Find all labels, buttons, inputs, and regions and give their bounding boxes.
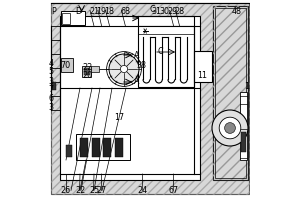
- Text: C: C: [158, 47, 164, 56]
- Bar: [84, 68, 90, 75]
- Text: 38: 38: [136, 62, 146, 71]
- Bar: [115, 138, 123, 157]
- Text: A: A: [134, 77, 140, 86]
- Text: 17: 17: [114, 112, 124, 121]
- Text: D: D: [75, 6, 82, 16]
- Circle shape: [212, 110, 248, 146]
- Circle shape: [109, 54, 139, 84]
- Bar: [62, 13, 70, 24]
- Text: 29: 29: [167, 6, 177, 16]
- Text: 7: 7: [49, 85, 54, 94]
- Bar: [91, 66, 99, 72]
- Text: 26: 26: [61, 186, 71, 195]
- Text: 18: 18: [105, 6, 115, 16]
- Bar: [66, 145, 72, 157]
- Bar: [61, 58, 73, 72]
- Bar: [52, 82, 56, 90]
- Text: 28: 28: [175, 6, 185, 16]
- Bar: [213, 6, 248, 180]
- Bar: [241, 132, 246, 152]
- Bar: [138, 26, 194, 87]
- Bar: [240, 92, 247, 160]
- Text: 68: 68: [120, 6, 130, 16]
- Text: 22: 22: [82, 64, 93, 72]
- Text: 19: 19: [97, 6, 107, 16]
- Bar: [213, 6, 248, 180]
- Circle shape: [219, 117, 241, 139]
- Text: A: A: [134, 51, 140, 60]
- Bar: [61, 11, 85, 25]
- Text: 70: 70: [60, 62, 70, 71]
- Bar: [82, 66, 91, 77]
- Text: 31: 31: [152, 6, 161, 16]
- Text: P: P: [51, 6, 56, 16]
- Text: 1: 1: [244, 82, 249, 90]
- Text: 3: 3: [49, 76, 54, 86]
- Bar: [92, 138, 100, 157]
- Text: C: C: [149, 5, 155, 15]
- Text: 25: 25: [89, 186, 99, 195]
- Text: 30: 30: [159, 6, 169, 16]
- Bar: [194, 51, 212, 82]
- Text: 3: 3: [49, 104, 54, 112]
- Text: 67: 67: [169, 186, 179, 195]
- Text: 20: 20: [82, 72, 93, 80]
- Text: 11: 11: [197, 72, 207, 80]
- Text: 6: 6: [49, 94, 54, 103]
- Text: 22: 22: [75, 186, 85, 195]
- Circle shape: [225, 123, 236, 133]
- Bar: [103, 138, 111, 157]
- Text: 21: 21: [89, 6, 99, 16]
- Bar: [60, 16, 200, 180]
- Bar: [76, 134, 130, 160]
- Circle shape: [120, 65, 128, 73]
- Text: 4: 4: [49, 60, 54, 68]
- Bar: [215, 8, 246, 178]
- Bar: [80, 138, 88, 157]
- Text: 24: 24: [137, 186, 148, 195]
- Text: 5: 5: [49, 68, 54, 76]
- Text: 27: 27: [97, 186, 107, 195]
- Text: 48: 48: [232, 6, 242, 16]
